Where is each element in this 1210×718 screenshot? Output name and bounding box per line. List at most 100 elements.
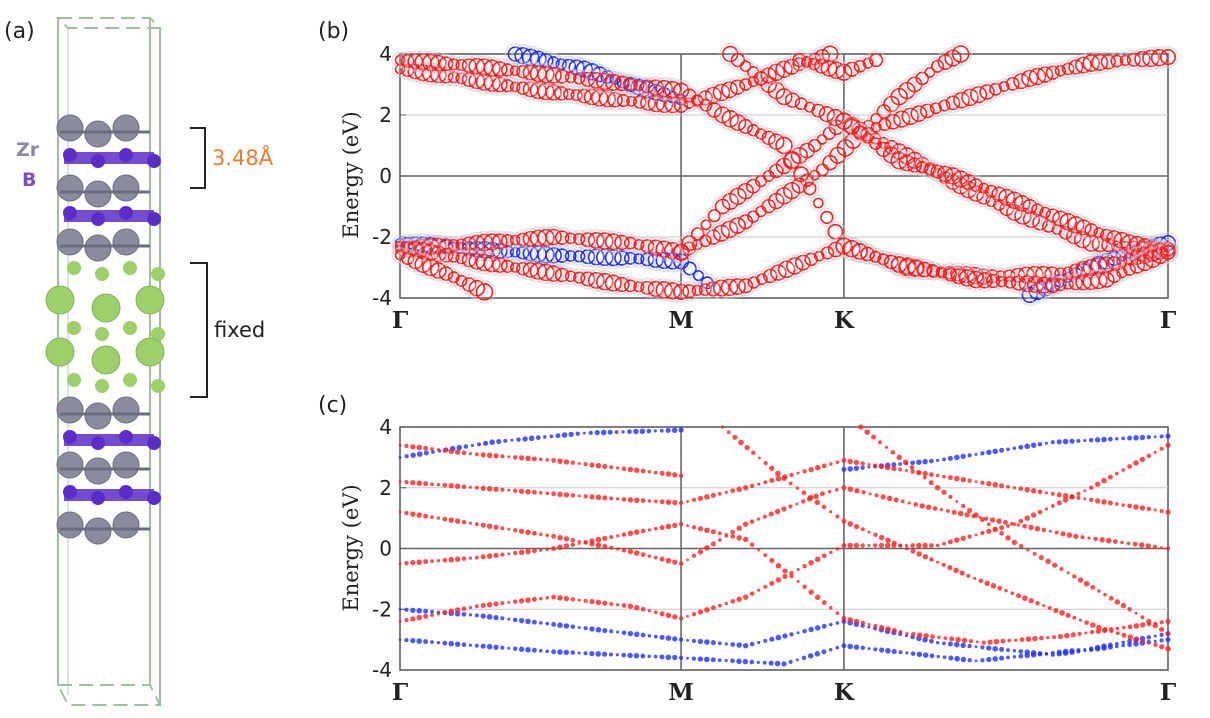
spin-up-halo	[542, 64, 565, 87]
spin-up-point	[1032, 635, 1038, 642]
fixed-bracket	[190, 262, 208, 398]
spin-up-point	[782, 568, 788, 574]
spin-down-point	[922, 652, 929, 658]
spin-up-point	[814, 556, 821, 563]
spin-up-point	[1093, 536, 1098, 542]
spin-up-point	[1009, 521, 1014, 526]
spin-down-point	[891, 462, 897, 468]
spin-up-point	[614, 234, 630, 251]
spin-up-point	[1138, 542, 1145, 548]
spin-down-point	[860, 465, 865, 470]
spin-up-point	[964, 512, 970, 518]
spin-up-point	[710, 541, 716, 547]
spin-down-point	[404, 637, 409, 643]
spin-up-point	[768, 511, 774, 517]
spin-up-point	[416, 614, 422, 621]
spin-down-point	[1069, 438, 1075, 444]
spin-up-point	[423, 481, 429, 487]
spin-down-point	[1044, 441, 1048, 445]
spin-down-point	[775, 634, 782, 641]
band-markers	[398, 424, 1171, 667]
band-markers	[391, 42, 1180, 307]
spin-up-halo	[799, 178, 820, 199]
spin-up-halo	[879, 143, 903, 167]
spin-up-halo	[1157, 46, 1179, 69]
spin-up-point	[697, 526, 704, 532]
spin-up-point	[621, 603, 627, 608]
y-tick-label: 4	[379, 415, 392, 439]
spin-up-point	[1127, 503, 1133, 509]
spin-up-point	[691, 553, 697, 558]
spin-down-point	[436, 640, 441, 645]
spin-down-point	[570, 624, 576, 629]
spin-up-point	[474, 555, 479, 560]
spin-up-point	[486, 523, 493, 530]
spin-up-point	[775, 470, 781, 477]
spin-up-point	[802, 181, 817, 196]
spin-up-point	[423, 513, 429, 519]
spin-up-point	[690, 227, 705, 241]
spin-up-point	[884, 464, 891, 471]
spin-down-point	[589, 626, 595, 632]
spin-up-halo	[1148, 244, 1172, 268]
spin-up-point	[980, 480, 985, 485]
spin-up-point	[653, 470, 658, 475]
spin-up-point	[841, 543, 847, 548]
spin-up-halo	[948, 42, 973, 66]
spin-down-point	[1133, 641, 1139, 647]
spin-up-point	[984, 580, 990, 587]
spin-down-point	[910, 651, 916, 656]
panel-c-ylabel: Energy (eV)	[339, 484, 363, 611]
spin-up-point	[1096, 624, 1102, 631]
spin-up-point	[821, 504, 827, 510]
spin-up-point	[1004, 589, 1008, 593]
spin-up-halo	[551, 83, 572, 104]
spin-down-point	[577, 625, 581, 629]
spin-up-point	[769, 580, 775, 586]
spin-up-point	[947, 565, 953, 571]
spin-up-point	[691, 611, 697, 617]
spin-up-point	[1093, 227, 1105, 239]
spin-up-point	[736, 535, 742, 541]
spin-down-point	[621, 652, 627, 658]
spin-down-point	[665, 654, 672, 661]
spin-up-point	[744, 444, 750, 451]
spin-up-point	[563, 595, 570, 602]
spin-up-point	[609, 545, 614, 550]
spin-up-point	[974, 480, 978, 484]
spin-up-halo	[644, 91, 668, 116]
spin-down-point	[814, 651, 821, 657]
spin-down-point	[659, 634, 665, 640]
spin-up-point	[986, 522, 991, 527]
spin-down-point	[1165, 433, 1171, 439]
spin-up-point	[1091, 53, 1109, 71]
spin-down-point	[474, 643, 479, 648]
spin-down-point	[730, 658, 735, 664]
spin-up-halo	[941, 46, 965, 70]
spin-down-point	[545, 621, 549, 626]
zr-atom	[112, 396, 140, 424]
zr-atom	[84, 180, 112, 208]
spin-up-point	[539, 491, 543, 495]
spin-up-point	[1121, 503, 1125, 507]
panel-a-label: (a)	[4, 19, 35, 44]
spin-up-point	[935, 473, 940, 478]
spin-up-point	[1084, 223, 1099, 237]
spin-up-point	[1064, 632, 1070, 639]
spin-up-point	[935, 543, 940, 548]
spin-up-point	[826, 108, 845, 127]
spin-up-point	[589, 462, 595, 468]
spin-up-point	[1114, 471, 1119, 476]
spin-up-point	[811, 103, 826, 118]
spin-up-halo	[489, 58, 511, 80]
spin-up-point	[891, 540, 897, 546]
spin-down-point	[1159, 638, 1164, 643]
spin-up-point	[570, 493, 576, 498]
spin-up-point	[678, 500, 684, 506]
spin-up-point	[686, 614, 689, 618]
spin-up-point	[1151, 247, 1169, 265]
spin-up-point	[1120, 602, 1127, 609]
spin-down-point	[1062, 648, 1069, 655]
spin-up-point	[878, 440, 882, 445]
spin-up-point	[1011, 539, 1018, 546]
